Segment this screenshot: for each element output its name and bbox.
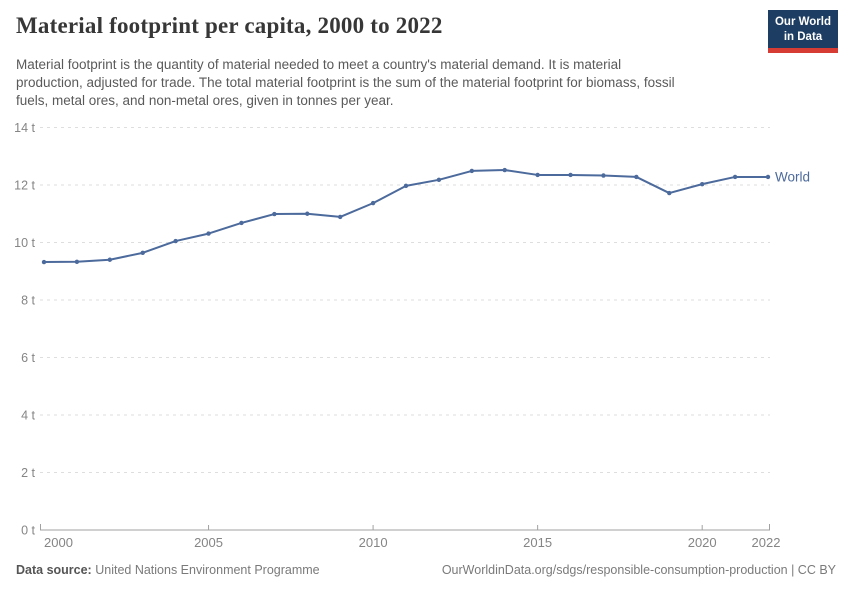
data-point[interactable]: [173, 238, 178, 244]
data-point[interactable]: [337, 214, 343, 220]
data-point[interactable]: [403, 183, 409, 189]
data-point[interactable]: [436, 177, 442, 183]
y-tick-label: 2 t: [21, 466, 35, 480]
attribution-link[interactable]: OurWorldinData.org/sdgs/responsible-cons…: [441, 563, 836, 577]
data-point[interactable]: [272, 211, 277, 217]
y-tick-label: 4 t: [21, 409, 35, 423]
data-point[interactable]: [502, 167, 507, 173]
data-point[interactable]: [206, 231, 211, 236]
subtitle-line: production, adjusted for trade. The tota…: [16, 74, 675, 90]
x-tick-label: 2020: [688, 535, 717, 550]
x-tick-label: 2022: [752, 535, 781, 550]
x-tick-label: 2000: [44, 535, 73, 550]
data-point[interactable]: [41, 259, 47, 265]
data-point[interactable]: [535, 172, 540, 178]
data-point[interactable]: [469, 168, 475, 174]
data-point[interactable]: [601, 173, 606, 178]
data-point[interactable]: [732, 174, 738, 180]
subtitle-line: fuels, metal ores, and non-metal ores, g…: [16, 92, 394, 108]
data-point[interactable]: [107, 257, 113, 262]
data-point[interactable]: [140, 250, 145, 256]
y-tick-label: 0 t: [21, 524, 35, 538]
y-tick-label: 10 t: [14, 236, 35, 250]
y-tick-label: 12 t: [14, 179, 35, 193]
x-tick-label: 2005: [194, 535, 223, 550]
data-point[interactable]: [568, 172, 573, 178]
data-source-label: Data source:: [16, 563, 92, 577]
series-label[interactable]: World: [775, 169, 810, 184]
data-point[interactable]: [699, 181, 705, 187]
owid-logo[interactable]: Our World in Data: [768, 10, 838, 54]
logo-line2: in Data: [783, 30, 823, 43]
line-chart[interactable]: 0 t 2 t 4 t 6 t 8 t 10 t 12 t 14 t 2000 2005 2010 2…: [0, 110, 850, 555]
subtitle-line: Material footprint is the quantity of ma…: [16, 57, 622, 72]
chart-footer: Data source: United Nations Environment …: [16, 563, 836, 577]
x-tick-label: 2010: [359, 535, 388, 550]
data-point[interactable]: [634, 174, 639, 180]
data-point[interactable]: [74, 259, 80, 264]
y-tick-label: 14 t: [14, 121, 35, 135]
data-point[interactable]: [667, 190, 672, 196]
logo-line1: Our World: [774, 16, 831, 28]
data-point[interactable]: [370, 200, 376, 206]
page-title: Material footprint per capita, 2000 to 2…: [16, 13, 443, 38]
y-tick-label: 6 t: [21, 351, 35, 365]
y-tick-label: 8 t: [21, 294, 35, 308]
x-tick-label: 2015: [523, 535, 552, 550]
chart-subtitle: Material footprint is the quantity of ma…: [16, 56, 786, 110]
data-point[interactable]: [305, 211, 310, 216]
data-source-value: United Nations Environment Programme: [95, 563, 320, 577]
data-point[interactable]: [765, 174, 771, 180]
data-point[interactable]: [239, 220, 244, 226]
data-source: Data source: United Nations Environment …: [16, 563, 320, 577]
